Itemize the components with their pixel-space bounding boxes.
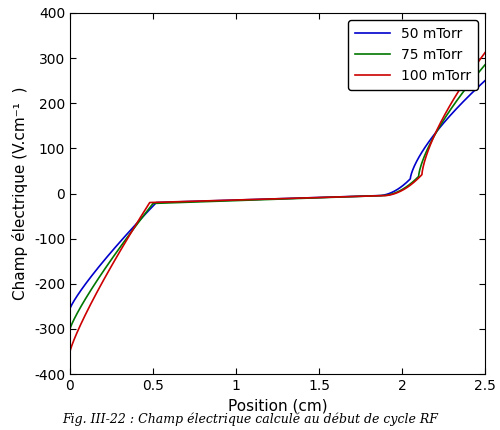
Line: 100 mTorr: 100 mTorr (70, 52, 485, 352)
Text: Fig. III-22 : Champ électrique calculé au début de cycle RF: Fig. III-22 : Champ électrique calculé a… (62, 412, 438, 426)
Line: 75 mTorr: 75 mTorr (70, 65, 485, 329)
Line: 50 mTorr: 50 mTorr (70, 81, 485, 309)
100 mTorr (88, 301, 94, 306)
100 mTorr (470, 67, 476, 72)
50 mTorr (394, 187, 400, 192)
50 mTorr (482, 78, 488, 83)
Y-axis label: Champ électrique (V.cm⁻¹  ): Champ électrique (V.cm⁻¹ ) (12, 87, 28, 300)
75 mTorr (470, 77, 476, 82)
X-axis label: Position (cm): Position (cm) (228, 399, 328, 414)
50 mTorr (88, 274, 94, 279)
50 mTorr (67, 306, 73, 311)
75 mTorr (482, 62, 488, 68)
100 mTorr (470, 67, 476, 72)
100 mTorr (258, 197, 264, 202)
75 mTorr (269, 197, 275, 202)
75 mTorr (67, 326, 73, 332)
50 mTorr (470, 89, 476, 95)
100 mTorr (394, 190, 400, 196)
50 mTorr (258, 197, 264, 202)
75 mTorr (470, 77, 476, 82)
75 mTorr (394, 190, 400, 195)
50 mTorr (269, 197, 275, 202)
75 mTorr (88, 287, 94, 292)
Legend: 50 mTorr, 75 mTorr, 100 mTorr: 50 mTorr, 75 mTorr, 100 mTorr (348, 20, 478, 89)
50 mTorr (470, 89, 476, 95)
100 mTorr (482, 50, 488, 55)
100 mTorr (269, 197, 275, 202)
100 mTorr (67, 349, 73, 354)
75 mTorr (258, 197, 264, 203)
